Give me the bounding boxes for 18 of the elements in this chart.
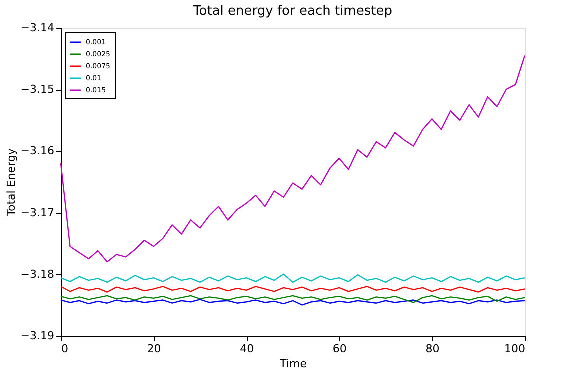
- x-tick-label: 100: [504, 342, 526, 356]
- y-axis-title: Total Energy: [4, 148, 18, 218]
- x-tick-label: 20: [147, 342, 162, 356]
- x-tick-label: 60: [332, 342, 347, 356]
- x-tick-label: 80: [426, 342, 440, 356]
- y-tick-label: −3.15: [20, 83, 54, 96]
- y-tick-label: −3.19: [20, 330, 54, 342]
- y-tick-label: −3.14: [20, 22, 54, 34]
- y-tick-label: −3.18: [20, 268, 54, 281]
- x-tick-label: 0: [62, 342, 68, 356]
- y-tick-label: −3.17: [20, 206, 54, 220]
- chart-title: Total energy for each timestep: [192, 4, 392, 19]
- x-tick-label: 40: [240, 342, 254, 356]
- y-tick-label: −3.16: [20, 144, 54, 158]
- line-series: [60, 55, 526, 263]
- line-series: [60, 274, 526, 284]
- x-axis-title: Time: [279, 358, 308, 370]
- line-series: [60, 295, 526, 304]
